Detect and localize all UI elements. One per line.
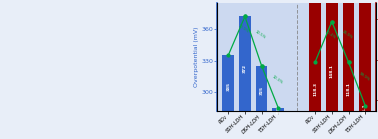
- Bar: [343, 0, 355, 111]
- Bar: [326, 0, 338, 111]
- Text: 372: 372: [243, 64, 247, 73]
- Bar: [359, 0, 371, 111]
- Text: 26.9%: 26.9%: [341, 30, 353, 40]
- Text: 148.1: 148.1: [330, 64, 334, 78]
- Text: 12.5%: 12.5%: [254, 29, 266, 40]
- Text: 325: 325: [260, 86, 263, 95]
- Bar: [256, 66, 268, 139]
- Bar: [239, 16, 251, 139]
- Y-axis label: Overpotential (mV): Overpotential (mV): [194, 27, 198, 87]
- Text: 335: 335: [226, 82, 230, 91]
- Text: 13.9%: 13.9%: [237, 24, 250, 34]
- Text: 99.9%: 99.9%: [358, 72, 370, 82]
- Bar: [222, 55, 234, 139]
- Text: 118.3: 118.3: [313, 82, 317, 96]
- Bar: [309, 0, 321, 111]
- Text: 118.1: 118.1: [347, 82, 350, 96]
- Text: 285: 285: [276, 105, 280, 114]
- Text: 12.3%: 12.3%: [271, 75, 284, 85]
- Text: 86.1: 86.1: [363, 103, 367, 114]
- Bar: [273, 108, 284, 139]
- Text: 22.4%: 22.4%: [324, 30, 337, 40]
